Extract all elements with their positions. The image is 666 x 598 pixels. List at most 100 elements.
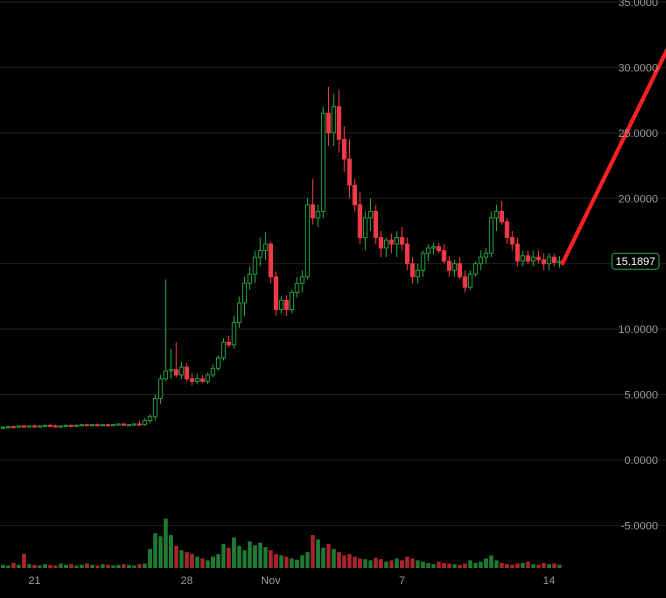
candle-body	[200, 378, 205, 382]
volume-bar	[515, 563, 520, 568]
volume-bar	[331, 549, 336, 568]
x-tick-label: Nov	[261, 575, 281, 587]
volume-bar	[274, 554, 278, 568]
annotation-trend-line[interactable]	[560, 47, 666, 266]
volume-bars	[1, 518, 562, 568]
volume-bar	[58, 563, 63, 568]
volume-bar	[295, 559, 299, 568]
candle	[42, 424, 48, 427]
candle	[21, 425, 27, 428]
candle-body	[468, 273, 473, 288]
candle	[457, 257, 463, 280]
candle	[137, 420, 142, 426]
candle-body	[173, 369, 179, 376]
candle-body	[384, 239, 389, 249]
volume-bar	[247, 541, 252, 568]
volume-bar	[541, 562, 546, 568]
volume-bar	[489, 555, 494, 568]
volume-bar	[300, 555, 305, 568]
candle	[483, 247, 489, 264]
candle-body	[179, 366, 184, 376]
candle	[284, 295, 289, 317]
candle	[226, 335, 231, 348]
candle-body	[137, 423, 142, 426]
candle	[525, 250, 531, 264]
candle-body	[499, 210, 505, 223]
candle	[242, 276, 247, 317]
volume-bar	[95, 565, 100, 568]
volume-bar	[279, 555, 284, 568]
candle-body	[11, 426, 16, 429]
candle	[205, 372, 210, 385]
candle	[468, 270, 473, 290]
time-axis[interactable]: 21 28 Nov 7 14	[28, 575, 555, 587]
volume-bar	[379, 559, 383, 568]
volume-bar	[421, 561, 425, 568]
candle-body	[483, 252, 489, 258]
volume-bar	[48, 564, 53, 568]
candle	[273, 271, 279, 317]
volume-bar	[200, 558, 205, 568]
volume-bar	[499, 562, 504, 568]
volume-bar	[316, 539, 320, 568]
candle	[326, 87, 331, 146]
candle-body	[205, 374, 210, 382]
candle	[499, 200, 505, 225]
volume-bar	[69, 564, 74, 568]
y-tick-label: 0.0000	[624, 455, 658, 467]
volume-bar	[74, 565, 79, 568]
last-price-tag: 15.1897	[611, 252, 660, 270]
candle	[531, 250, 536, 267]
candle-body	[268, 243, 274, 278]
candle-body	[321, 112, 326, 212]
y-tick-label: 30.0000	[618, 62, 658, 74]
candle	[231, 316, 237, 349]
candle	[121, 423, 126, 426]
candle-body	[352, 184, 358, 206]
candle	[494, 204, 499, 231]
candle	[126, 423, 132, 427]
candle	[221, 338, 226, 361]
candle	[431, 242, 436, 255]
volume-bar	[148, 549, 152, 568]
volume-bar	[368, 560, 373, 568]
candle-body	[163, 370, 168, 380]
candle	[300, 270, 305, 293]
volume-bar	[137, 564, 142, 568]
volume-bar	[85, 563, 89, 568]
candle-body	[226, 341, 231, 346]
candle-body	[405, 243, 410, 265]
volume-bar	[184, 552, 189, 568]
candle-body	[110, 424, 116, 427]
volume-bar	[1, 564, 5, 568]
candle	[410, 257, 415, 284]
volume-bar	[205, 560, 210, 568]
candle	[447, 255, 452, 277]
candle-body	[363, 217, 368, 238]
candle-body	[441, 250, 447, 262]
volume-bar	[263, 547, 268, 568]
candle-body	[510, 237, 515, 245]
candle	[384, 237, 389, 258]
candle	[158, 374, 163, 404]
volume-bar	[384, 561, 389, 568]
candle-body	[273, 276, 279, 310]
volume-bar	[232, 537, 236, 568]
volume-bar	[169, 535, 173, 568]
candle-body	[42, 424, 48, 427]
candle-body	[389, 239, 394, 245]
candle-body	[263, 243, 268, 252]
volume-bar	[253, 545, 257, 568]
candle-body	[5, 426, 11, 429]
candle	[436, 242, 442, 254]
volume-bar	[6, 565, 11, 568]
candle	[536, 250, 541, 264]
candle	[53, 424, 58, 428]
candle-body	[100, 424, 105, 427]
candle	[173, 342, 179, 378]
candle-body	[48, 424, 53, 427]
candle-body	[331, 106, 337, 134]
candle-body	[21, 425, 27, 428]
candle	[357, 191, 363, 245]
